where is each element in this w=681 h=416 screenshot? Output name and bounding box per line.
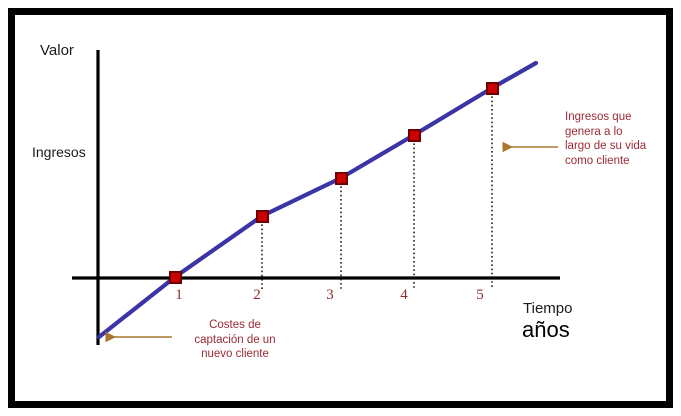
data-point-5 bbox=[486, 82, 499, 95]
x-tick-label-2: 2 bbox=[253, 287, 261, 303]
x-tick-label-5: 5 bbox=[476, 287, 484, 303]
x-axis-title: Tiempo bbox=[523, 300, 573, 317]
droplines bbox=[261, 88, 493, 289]
acquisition-cost-annotation: Costes de captación de un nuevo cliente bbox=[194, 319, 276, 361]
x-axis-unit-label: años bbox=[522, 317, 570, 342]
x-tick-label-4: 4 bbox=[400, 287, 408, 303]
value-line bbox=[96, 60, 539, 340]
x-tick-label-3: 3 bbox=[326, 287, 334, 303]
y-axis-level-label: Ingresos bbox=[32, 144, 86, 160]
data-point-4 bbox=[408, 129, 421, 142]
lifetime-revenue-annotation: Ingresos que genera a lo largo de su vid… bbox=[565, 111, 647, 168]
x-tick-label-1: 1 bbox=[175, 287, 183, 303]
y-axis-title: Valor bbox=[40, 42, 74, 59]
data-point-2 bbox=[256, 210, 269, 223]
data-point-3 bbox=[335, 172, 348, 185]
data-point-1 bbox=[169, 271, 182, 284]
data-point-markers bbox=[169, 82, 499, 284]
